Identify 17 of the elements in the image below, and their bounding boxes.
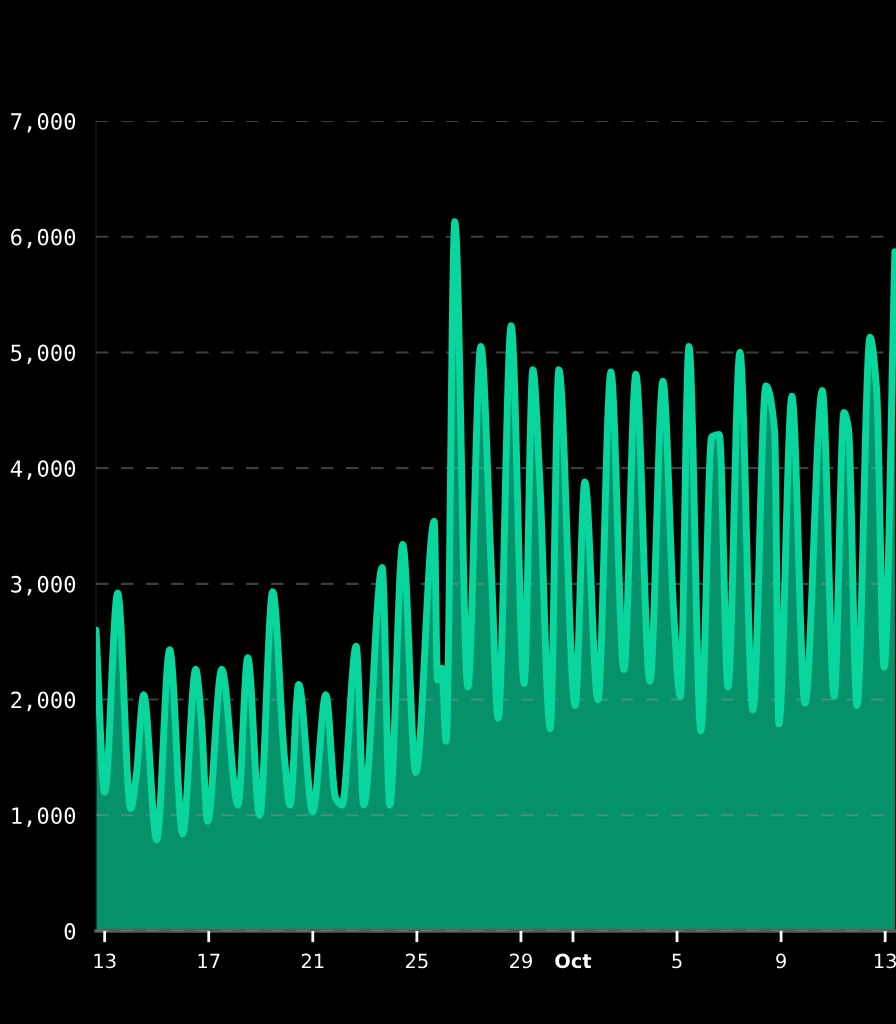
y-tick-label: 7,000 — [11, 113, 76, 133]
y-tick-label: 0 — [64, 923, 76, 940]
x-tick-label: 5 — [672, 953, 682, 969]
y-tick-label: 6,000 — [11, 228, 76, 249]
x-tick-label: 21 — [301, 953, 324, 968]
y-tick-label: 3,000 — [11, 575, 76, 596]
y-tick-label: 5,000 — [11, 344, 76, 365]
x-tick-label: 13 — [94, 953, 116, 969]
x-tick-label: 13 — [874, 953, 896, 969]
x-tick-label: Oct — [555, 953, 592, 969]
y-tick-label: 1,000 — [12, 807, 76, 827]
y-tick-label: 2,000 — [11, 691, 76, 712]
x-tick-label: 17 — [198, 953, 220, 968]
x-tick-label: 9 — [776, 953, 786, 969]
y-tick-label: 4,000 — [10, 460, 76, 480]
x-tick-label: 29 — [509, 953, 532, 969]
x-tick-label: 25 — [405, 953, 428, 969]
